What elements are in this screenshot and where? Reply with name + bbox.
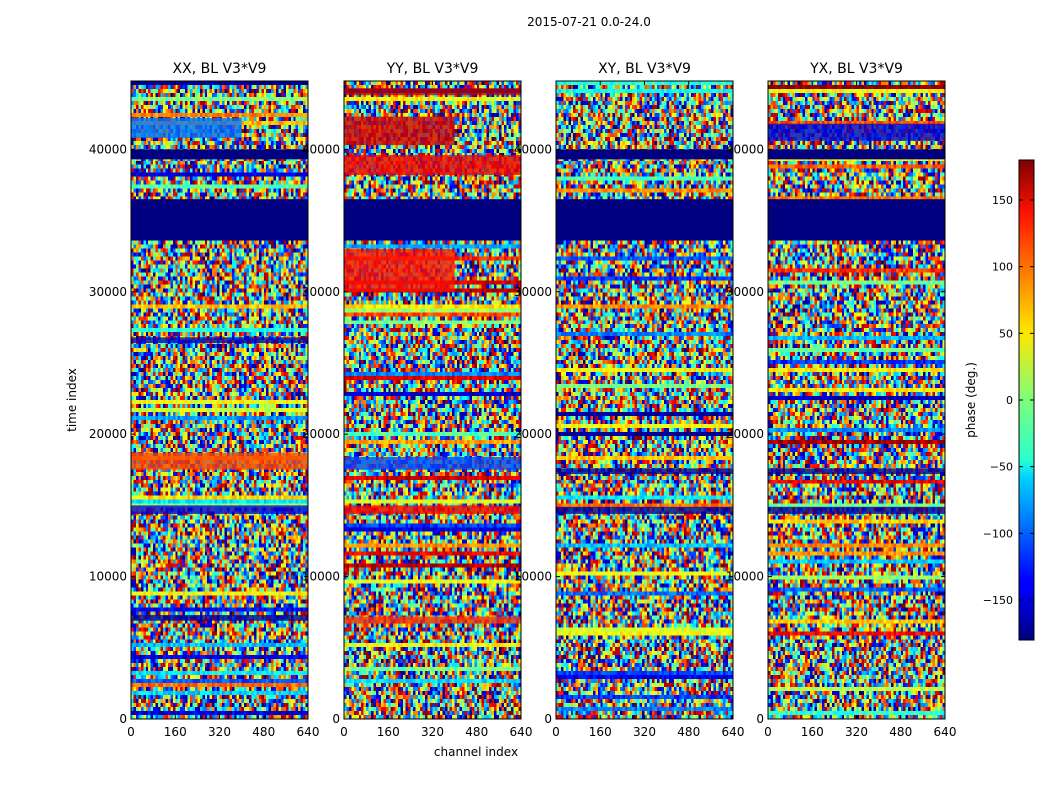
y-tick-label: 0	[756, 712, 764, 726]
x-tick-label: 0	[127, 725, 135, 739]
phase-band-5	[768, 123, 945, 141]
figure-suptitle: 2015-07-21 0.0-24.0	[527, 15, 651, 29]
y-tick-label: 0	[544, 712, 552, 726]
phase-band-6	[344, 456, 521, 470]
y-tick-label: 30000	[726, 285, 764, 299]
panel-4: YX, BL V3*V9 0 160 320 480 640 0 10000 20000 3000…	[726, 61, 957, 739]
x-axis-label: channel index	[434, 745, 518, 759]
y-tick-label: 40000	[89, 142, 127, 156]
colorbar-tick-label: 100	[992, 261, 1013, 274]
phase-band-4	[556, 506, 733, 514]
x-tick-label: 640	[297, 725, 320, 739]
flagged-band-1	[768, 199, 945, 241]
y-tick-label: 40000	[302, 142, 340, 156]
y-tick-label: 20000	[302, 427, 340, 441]
x-tick-label: 0	[764, 725, 772, 739]
x-tick-label: 640	[934, 725, 957, 739]
colorbar: phase (deg.) −150 −100 −50 0 50 100 150	[964, 159, 1035, 641]
panel-3: XY, BL V3*V9 0 160 320 480 640 0 10000 20000 3000…	[514, 61, 745, 739]
phase-band-5	[131, 505, 308, 514]
colorbar-tick-label: −100	[983, 527, 1013, 540]
y-tick-label: 20000	[726, 427, 764, 441]
x-tick-label: 480	[465, 725, 488, 739]
y-tick-label: 0	[332, 712, 340, 726]
x-tick-label: 320	[208, 725, 231, 739]
panel-title: YY, BL V3*V9	[386, 61, 479, 77]
phase-noise-image	[768, 81, 945, 719]
panel-title: XY, BL V3*V9	[598, 61, 691, 77]
x-tick-label: 320	[633, 725, 656, 739]
phase-band-7	[344, 505, 521, 514]
y-axis-label: time index	[65, 368, 79, 432]
flagged-band-1	[556, 199, 733, 241]
x-tick-label: 320	[421, 725, 444, 739]
y-tick-label: 30000	[514, 285, 552, 299]
y-tick-label: 20000	[514, 427, 552, 441]
colorbar-tick-label: 0	[1006, 394, 1013, 407]
x-tick-label: 480	[889, 725, 912, 739]
flagged-band-2	[556, 149, 733, 160]
x-tick-label: 640	[510, 725, 533, 739]
panels-group: XX, BL V3*V9 0 160 320 480 640 0 10000 20000 3000…	[89, 61, 957, 739]
x-tick-label: 0	[340, 725, 348, 739]
colorbar-tick-label: 50	[999, 327, 1013, 340]
y-tick-label: 10000	[89, 570, 127, 584]
y-tick-label: 10000	[726, 570, 764, 584]
phase-band-5	[344, 88, 521, 96]
panel-title: XX, BL V3*V9	[173, 61, 267, 77]
x-tick-label: 160	[589, 725, 612, 739]
x-tick-label: 160	[801, 725, 824, 739]
phase-noise-image	[131, 81, 308, 719]
flagged-band-1	[344, 199, 521, 241]
phase-noise-image	[556, 81, 733, 719]
x-tick-label: 640	[722, 725, 745, 739]
x-tick-label: 480	[252, 725, 275, 739]
y-tick-label: 20000	[89, 427, 127, 441]
phase-noise-image	[344, 81, 521, 719]
panel-1: XX, BL V3*V9 0 160 320 480 640 0 10000 20000 3000…	[89, 61, 320, 739]
colorbar-tick-label: −50	[990, 461, 1013, 474]
y-tick-label: 40000	[726, 142, 764, 156]
phase-band-7	[131, 615, 308, 621]
y-tick-label: 0	[119, 712, 127, 726]
x-tick-label: 480	[677, 725, 700, 739]
y-tick-label: 30000	[302, 285, 340, 299]
x-tick-label: 160	[377, 725, 400, 739]
phase-band-6	[131, 337, 308, 344]
x-tick-label: 320	[845, 725, 868, 739]
phase-band-3	[131, 118, 242, 138]
flagged-band-1	[131, 199, 308, 241]
x-tick-label: 160	[164, 725, 187, 739]
phase-band-4	[131, 452, 308, 470]
x-tick-label: 0	[552, 725, 560, 739]
phase-band-3	[344, 155, 521, 175]
flagged-band-2	[131, 149, 308, 160]
y-tick-label: 30000	[89, 285, 127, 299]
y-tick-label: 10000	[302, 570, 340, 584]
y-tick-label: 10000	[514, 570, 552, 584]
phase-band-3	[556, 468, 733, 475]
colorbar-tick-label: −150	[983, 594, 1013, 607]
panel-title: YX, BL V3*V9	[809, 61, 903, 77]
colorbar-label: phase (deg.)	[964, 362, 978, 438]
panel-2: YY, BL V3*V9 0 160 320 480 640 0 10000 20000 3000…	[302, 61, 533, 739]
phase-band-4	[768, 506, 945, 514]
y-tick-label: 40000	[514, 142, 552, 156]
colorbar-tick-label: 150	[992, 194, 1013, 207]
phase-band-3	[768, 468, 945, 475]
phase-band-2	[344, 116, 455, 146]
phase-band-8	[344, 616, 521, 624]
phase-band-4	[344, 249, 455, 292]
flagged-band-2	[768, 149, 945, 160]
